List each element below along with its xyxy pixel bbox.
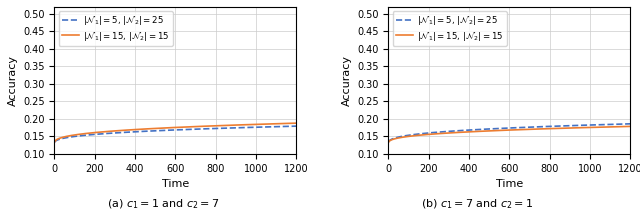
$|\mathcal{N}_1| = 15$, $|\mathcal{N}_2| = 15$ — [292, 122, 300, 125]
Text: (a) $c_1 = 1$ and $c_2 = 7$: (a) $c_1 = 1$ and $c_2 = 7$ — [107, 198, 220, 211]
$|\mathcal{N}_1| = 5$, $|\mathcal{N}_2| = 25$ — [622, 123, 630, 125]
$|\mathcal{N}_1| = 5$, $|\mathcal{N}_2| = 25$ — [143, 130, 151, 132]
$|\mathcal{N}_1| = 15$, $|\mathcal{N}_2| = 15$ — [262, 123, 269, 125]
Line: $|\mathcal{N}_1| = 5$, $|\mathcal{N}_2| = 25$: $|\mathcal{N}_1| = 5$, $|\mathcal{N}_2| … — [54, 126, 296, 142]
$|\mathcal{N}_1| = 15$, $|\mathcal{N}_2| = 15$ — [143, 128, 151, 130]
$|\mathcal{N}_1| = 15$, $|\mathcal{N}_2| = 15$ — [627, 125, 634, 128]
$|\mathcal{N}_1| = 15$, $|\mathcal{N}_2| = 15$ — [488, 129, 495, 132]
$|\mathcal{N}_1| = 15$, $|\mathcal{N}_2| = 15$ — [51, 141, 58, 143]
X-axis label: Time: Time — [496, 179, 523, 189]
$|\mathcal{N}_1| = 15$, $|\mathcal{N}_2| = 15$ — [154, 127, 162, 130]
Legend: $|\mathcal{N}_1| = 5$, $|\mathcal{N}_2| = 25$, $|\mathcal{N}_1| = 15$, $|\mathca: $|\mathcal{N}_1| = 5$, $|\mathcal{N}_2| … — [59, 11, 173, 46]
X-axis label: Time: Time — [162, 179, 189, 189]
$|\mathcal{N}_1| = 15$, $|\mathcal{N}_2| = 15$ — [385, 141, 392, 143]
$|\mathcal{N}_1| = 5$, $|\mathcal{N}_2| = 25$ — [412, 133, 420, 136]
$|\mathcal{N}_1| = 5$, $|\mathcal{N}_2| = 25$ — [488, 128, 495, 130]
$|\mathcal{N}_1| = 5$, $|\mathcal{N}_2| = 25$ — [385, 141, 392, 143]
$|\mathcal{N}_1| = 15$, $|\mathcal{N}_2| = 15$ — [93, 131, 100, 134]
$|\mathcal{N}_1| = 5$, $|\mathcal{N}_2| = 25$ — [78, 134, 86, 137]
$|\mathcal{N}_1| = 5$, $|\mathcal{N}_2| = 25$ — [262, 126, 269, 128]
Legend: $|\mathcal{N}_1| = 5$, $|\mathcal{N}_2| = 25$, $|\mathcal{N}_1| = 15$, $|\mathca: $|\mathcal{N}_1| = 5$, $|\mathcal{N}_2| … — [393, 11, 506, 46]
Y-axis label: Accuracy: Accuracy — [8, 55, 17, 106]
Y-axis label: Accuracy: Accuracy — [342, 55, 351, 106]
Text: (b) $c_1 = 7$ and $c_2 = 1$: (b) $c_1 = 7$ and $c_2 = 1$ — [420, 198, 533, 211]
Line: $|\mathcal{N}_1| = 15$, $|\mathcal{N}_2| = 15$: $|\mathcal{N}_1| = 15$, $|\mathcal{N}_2|… — [388, 126, 630, 142]
$|\mathcal{N}_1| = 15$, $|\mathcal{N}_2| = 15$ — [78, 133, 86, 135]
Line: $|\mathcal{N}_1| = 5$, $|\mathcal{N}_2| = 25$: $|\mathcal{N}_1| = 5$, $|\mathcal{N}_2| … — [388, 124, 630, 142]
$|\mathcal{N}_1| = 5$, $|\mathcal{N}_2| = 25$ — [93, 133, 100, 136]
$|\mathcal{N}_1| = 15$, $|\mathcal{N}_2| = 15$ — [427, 133, 435, 136]
$|\mathcal{N}_1| = 5$, $|\mathcal{N}_2| = 25$ — [596, 123, 604, 126]
$|\mathcal{N}_1| = 5$, $|\mathcal{N}_2| = 25$ — [51, 141, 58, 143]
$|\mathcal{N}_1| = 5$, $|\mathcal{N}_2| = 25$ — [154, 129, 162, 132]
$|\mathcal{N}_1| = 5$, $|\mathcal{N}_2| = 25$ — [288, 125, 296, 128]
$|\mathcal{N}_1| = 5$, $|\mathcal{N}_2| = 25$ — [292, 125, 300, 127]
$|\mathcal{N}_1| = 15$, $|\mathcal{N}_2| = 15$ — [477, 130, 485, 133]
$|\mathcal{N}_1| = 5$, $|\mathcal{N}_2| = 25$ — [427, 132, 435, 134]
$|\mathcal{N}_1| = 15$, $|\mathcal{N}_2| = 15$ — [412, 134, 420, 137]
$|\mathcal{N}_1| = 15$, $|\mathcal{N}_2| = 15$ — [596, 126, 604, 128]
$|\mathcal{N}_1| = 15$, $|\mathcal{N}_2| = 15$ — [288, 122, 296, 125]
Line: $|\mathcal{N}_1| = 15$, $|\mathcal{N}_2| = 15$: $|\mathcal{N}_1| = 15$, $|\mathcal{N}_2|… — [54, 123, 296, 142]
$|\mathcal{N}_1| = 15$, $|\mathcal{N}_2| = 15$ — [622, 125, 630, 128]
$|\mathcal{N}_1| = 5$, $|\mathcal{N}_2| = 25$ — [477, 128, 485, 131]
$|\mathcal{N}_1| = 5$, $|\mathcal{N}_2| = 25$ — [627, 123, 634, 125]
